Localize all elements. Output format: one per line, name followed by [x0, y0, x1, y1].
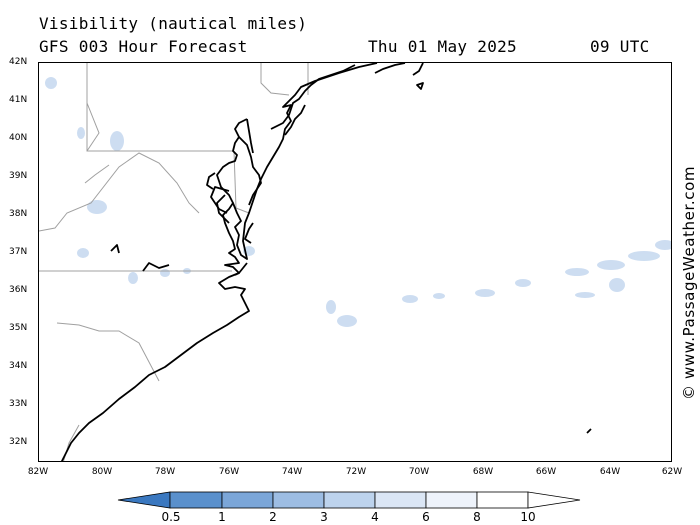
forecast-date: Thu 01 May 2025	[368, 37, 517, 56]
colorbar-segment	[272, 491, 325, 509]
lat-label: 32N	[9, 437, 28, 447]
lat-label: 39N	[9, 171, 28, 181]
colorbar-label: 8	[473, 510, 481, 524]
visibility-map	[38, 62, 672, 462]
map-title: Visibility (nautical miles)	[39, 14, 308, 33]
lon-label: 78W	[154, 467, 176, 477]
lon-label: 76W	[218, 467, 240, 477]
lon-label: 82W	[27, 467, 49, 477]
lon-label: 74W	[281, 467, 303, 477]
colorbar-segment	[476, 491, 529, 509]
colorbar-left-arrow	[117, 491, 171, 509]
colorbar-label: 1	[218, 510, 226, 524]
lat-label: 42N	[9, 57, 28, 67]
colorbar-label: 4	[371, 510, 379, 524]
lon-label: 64W	[599, 467, 621, 477]
lon-label: 62W	[661, 467, 683, 477]
map-canvas	[39, 63, 671, 461]
colorbar-segment	[169, 491, 223, 509]
forecast-time: 09 UTC	[590, 37, 650, 56]
colorbar-label: 10	[520, 510, 536, 524]
colorbar	[117, 491, 581, 509]
colorbar-label: 0.5	[161, 510, 181, 524]
colorbar-label: 6	[422, 510, 430, 524]
lat-label: 34N	[9, 361, 28, 371]
colorbar-segment	[374, 491, 427, 509]
lon-label: 72W	[345, 467, 367, 477]
lon-label: 70W	[408, 467, 430, 477]
lat-label: 36N	[9, 285, 28, 295]
lon-label: 66W	[535, 467, 557, 477]
colorbar-right-arrow	[527, 491, 581, 509]
lat-label: 37N	[9, 247, 28, 257]
lon-label: 80W	[91, 467, 113, 477]
lon-label: 68W	[472, 467, 494, 477]
state-borders	[39, 63, 309, 461]
colorbar-label: 3	[320, 510, 328, 524]
colorbar-segment	[425, 491, 478, 509]
colorbar-segment	[323, 491, 376, 509]
lat-label: 40N	[9, 133, 28, 143]
colorbar-label: 2	[269, 510, 277, 524]
lat-label: 33N	[9, 399, 28, 409]
lat-label: 41N	[9, 95, 28, 105]
colorbar-segment	[221, 491, 274, 509]
coastline	[60, 63, 592, 461]
lat-label: 38N	[9, 209, 28, 219]
lat-label: 35N	[9, 323, 28, 333]
low-visibility-areas	[45, 77, 671, 327]
forecast-label: GFS 003 Hour Forecast	[39, 37, 248, 56]
credit-text: © www.PassageWeather.com	[680, 165, 698, 400]
